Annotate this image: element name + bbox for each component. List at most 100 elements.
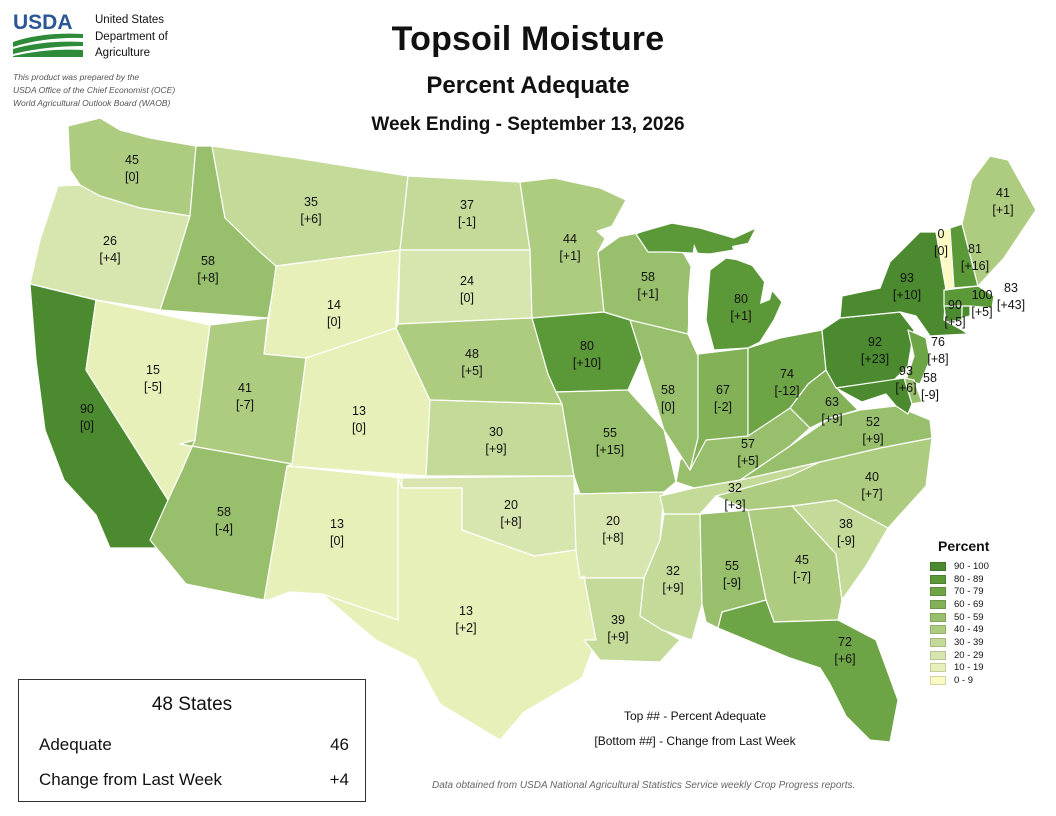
summary-change-row: Change from Last Week +4 xyxy=(39,770,349,790)
state-change-montana: [+6] xyxy=(300,212,321,226)
state-change-maryland: [+6] xyxy=(895,381,916,395)
legend-row: 0 - 9 xyxy=(930,674,989,687)
state-change-mississippi: [+9] xyxy=(662,581,683,595)
state-change-north-dakota: [-1] xyxy=(458,215,476,229)
state-change-utah: [-7] xyxy=(236,398,254,412)
state-change-kentucky: [+5] xyxy=(737,454,758,468)
legend-row: 50 - 59 xyxy=(930,611,989,624)
state-change-west-virginia: [+9] xyxy=(821,412,842,426)
state-value-oklahoma: 20 xyxy=(504,498,518,512)
state-value-kansas: 30 xyxy=(489,425,503,439)
state-change-rhode-island: [+5] xyxy=(971,305,992,319)
state-change-iowa: [+10] xyxy=(573,356,601,370)
legend-swatch xyxy=(930,587,946,597)
state-change-oklahoma: [+8] xyxy=(500,515,521,529)
state-change-nebraska: [+5] xyxy=(461,364,482,378)
usda-logo: USDA xyxy=(13,11,83,57)
state-value-new-jersey: 76 xyxy=(931,335,945,349)
state-value-nebraska: 48 xyxy=(465,347,479,361)
state-change-new-york: [+10] xyxy=(893,288,921,302)
usda-logo-text: USDA xyxy=(13,11,73,34)
state-change-south-dakota: [0] xyxy=(460,291,474,305)
state-change-vermont: [0] xyxy=(934,244,948,258)
state-value-north-dakota: 37 xyxy=(460,198,474,212)
label-key-top: Top ## - Percent Adequate xyxy=(623,709,767,723)
adequate-value: 46 xyxy=(330,735,349,754)
legend-swatch xyxy=(930,599,946,609)
state-value-mississippi: 32 xyxy=(666,564,680,578)
state-value-florida: 72 xyxy=(838,635,852,649)
state-change-north-carolina: [+7] xyxy=(861,487,882,501)
state-michigan-upper-peninsula xyxy=(635,221,757,255)
legend-label: 0 - 9 xyxy=(954,675,974,687)
legend-rows: 90 - 100 80 - 89 70 - 79 60 - 69 50 - 59 40 -… xyxy=(930,560,989,687)
state-value-texas: 13 xyxy=(459,604,473,618)
state-value-maryland: 93 xyxy=(899,364,913,378)
legend-swatch xyxy=(930,574,946,584)
product-credit: This product was prepared by the USDA Of… xyxy=(13,71,175,110)
state-value-new-mexico: 13 xyxy=(330,517,344,531)
state-change-massachusetts: [+43] xyxy=(997,298,1025,312)
agency-name: United States Department of Agriculture xyxy=(95,12,168,62)
legend-row: 20 - 29 xyxy=(930,649,989,662)
state-change-oregon: [+4] xyxy=(99,251,120,265)
week-ending: Week Ending - September 13, 2026 xyxy=(371,114,685,135)
state-change-california: [0] xyxy=(80,419,94,433)
state-change-georgia: [-7] xyxy=(793,570,811,584)
state-change-pennsylvania: [+23] xyxy=(861,352,889,366)
state-change-wisconsin: [+1] xyxy=(637,287,658,301)
state-change-new-jersey: [+8] xyxy=(927,352,948,366)
summary-adequate-row: Adequate 46 xyxy=(39,735,349,755)
state-change-colorado: [0] xyxy=(352,421,366,435)
state-value-idaho: 58 xyxy=(201,254,215,268)
legend-swatch xyxy=(930,612,946,622)
legend-swatch xyxy=(930,561,946,571)
legend-label: 90 - 100 xyxy=(954,560,989,572)
lake-ontario xyxy=(840,280,880,296)
legend-label: 20 - 29 xyxy=(954,649,984,661)
legend-label: 40 - 49 xyxy=(954,624,984,636)
legend-label: 80 - 89 xyxy=(954,573,984,585)
legend-row: 70 - 79 xyxy=(930,585,989,598)
change-value: +4 xyxy=(329,770,349,789)
state-value-iowa: 80 xyxy=(580,339,594,353)
state-value-west-virginia: 63 xyxy=(825,395,839,409)
state-change-virginia: [+9] xyxy=(862,432,883,446)
state-change-wyoming: [0] xyxy=(327,315,341,329)
state-change-south-carolina: [-9] xyxy=(837,534,855,548)
state-texas xyxy=(321,477,597,741)
state-value-south-carolina: 38 xyxy=(839,517,853,531)
summary-box: 48 States Adequate 46 Change from Last W… xyxy=(18,679,366,802)
legend-swatch xyxy=(930,663,946,673)
legend-row: 30 - 39 xyxy=(930,636,989,649)
state-value-pennsylvania: 92 xyxy=(868,335,882,349)
state-value-minnesota: 44 xyxy=(563,232,577,246)
label-key-bottom: [Bottom ##] - Change from Last Week xyxy=(594,734,796,748)
lake-superior xyxy=(596,210,692,240)
state-maryland xyxy=(835,377,913,415)
agency-line-1: United States xyxy=(95,14,165,26)
legend-row: 10 - 19 xyxy=(930,662,989,675)
state-value-indiana: 67 xyxy=(716,383,730,397)
state-change-texas: [+2] xyxy=(455,621,476,635)
lake-michigan xyxy=(688,244,704,334)
state-value-california: 90 xyxy=(80,402,94,416)
legend-swatch xyxy=(930,637,946,647)
state-value-north-carolina: 40 xyxy=(865,470,879,484)
state-value-nevada: 15 xyxy=(146,363,160,377)
credit-line-3: World Agricultural Outlook Board (WAOB) xyxy=(13,98,171,108)
state-change-new-hampshire: [+16] xyxy=(961,259,989,273)
state-value-ohio: 74 xyxy=(780,367,794,381)
state-value-utah: 41 xyxy=(238,381,252,395)
legend-label: 30 - 39 xyxy=(954,636,984,648)
state-value-missouri: 55 xyxy=(603,426,617,440)
legend-label: 60 - 69 xyxy=(954,598,984,610)
state-value-wisconsin: 58 xyxy=(641,270,655,284)
state-change-new-mexico: [0] xyxy=(330,534,344,548)
change-label: Change from Last Week xyxy=(39,770,222,789)
map-title: Topsoil Moisture xyxy=(391,20,665,58)
state-change-michigan: [+1] xyxy=(730,309,751,323)
state-shapes xyxy=(29,117,1037,743)
state-florida xyxy=(717,599,899,743)
state-value-vermont: 0 xyxy=(938,227,945,241)
